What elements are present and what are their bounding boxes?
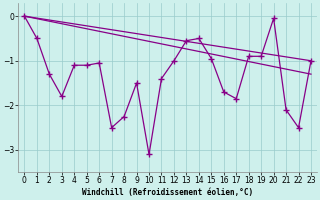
- X-axis label: Windchill (Refroidissement éolien,°C): Windchill (Refroidissement éolien,°C): [82, 188, 253, 197]
